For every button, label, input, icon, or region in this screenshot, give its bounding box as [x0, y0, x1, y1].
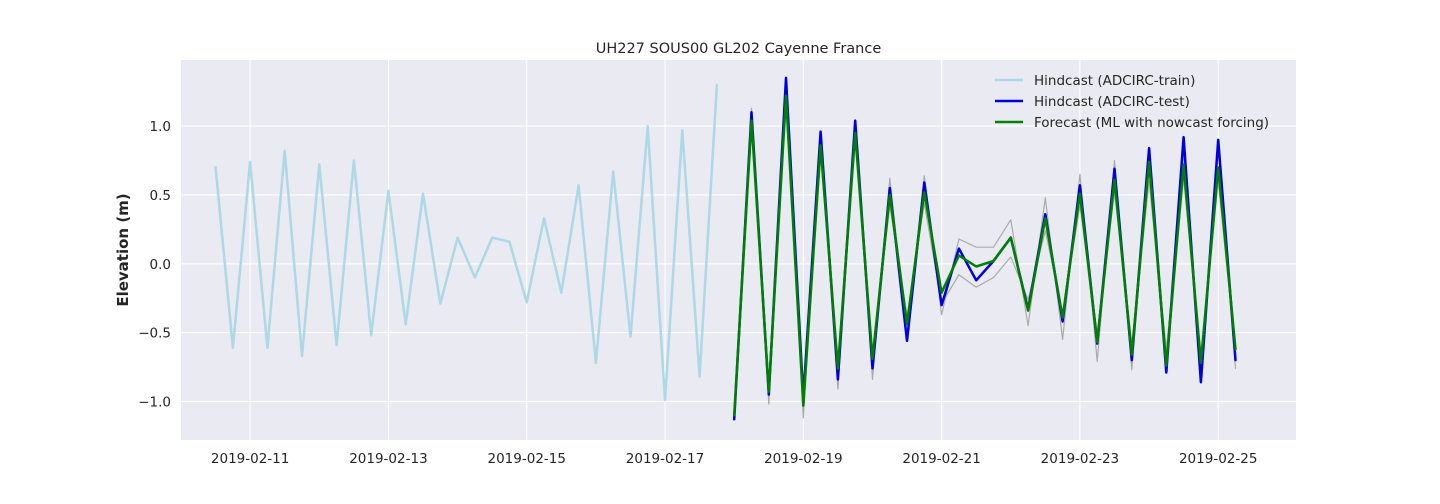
- x-tick-label: 2019-02-19: [764, 451, 842, 467]
- y-tick-label: 0.0: [150, 257, 171, 273]
- x-tick-label: 2019-02-25: [1179, 451, 1257, 467]
- series-line-4: [732, 94, 1237, 417]
- x-tick-label: 2019-02-17: [626, 451, 704, 467]
- legend-item: Hindcast (ADCIRC-test): [995, 94, 1190, 110]
- legend-label: Hindcast (ADCIRC-train): [1034, 73, 1195, 89]
- legend-item: Forecast (ML with nowcast forcing): [995, 115, 1269, 131]
- y-axis-label: Elevation (m): [114, 193, 132, 306]
- legend-label: Forecast (ML with nowcast forcing): [1034, 115, 1269, 131]
- x-tick-label: 2019-02-23: [1041, 451, 1119, 467]
- chart-title: UH227 SOUS00 GL202 Cayenne France: [596, 41, 882, 57]
- x-tick-label: 2019-02-11: [211, 451, 289, 467]
- x-tick-label: 2019-02-15: [488, 451, 566, 467]
- y-tick-label: −1.0: [138, 394, 171, 410]
- legend-label: Hindcast (ADCIRC-test): [1034, 94, 1190, 110]
- legend-item: Hindcast (ADCIRC-train): [995, 73, 1195, 89]
- y-tick-label: 0.5: [150, 188, 171, 204]
- plot-area: [181, 60, 1296, 440]
- series-lines: [214, 76, 1237, 421]
- y-tick-label: −0.5: [138, 326, 171, 342]
- legend: Hindcast (ADCIRC-train) Hindcast (ADCIRC-…: [995, 73, 1269, 131]
- x-tick-label: 2019-02-13: [349, 451, 427, 467]
- x-tick-label: 2019-02-21: [902, 451, 980, 467]
- series-line-0: [214, 83, 719, 402]
- y-tick-label: 1.0: [150, 119, 171, 135]
- tick-labels: 2019-02-11 2019-02-13 2019-02-15 2019-02-17…: [138, 119, 1257, 467]
